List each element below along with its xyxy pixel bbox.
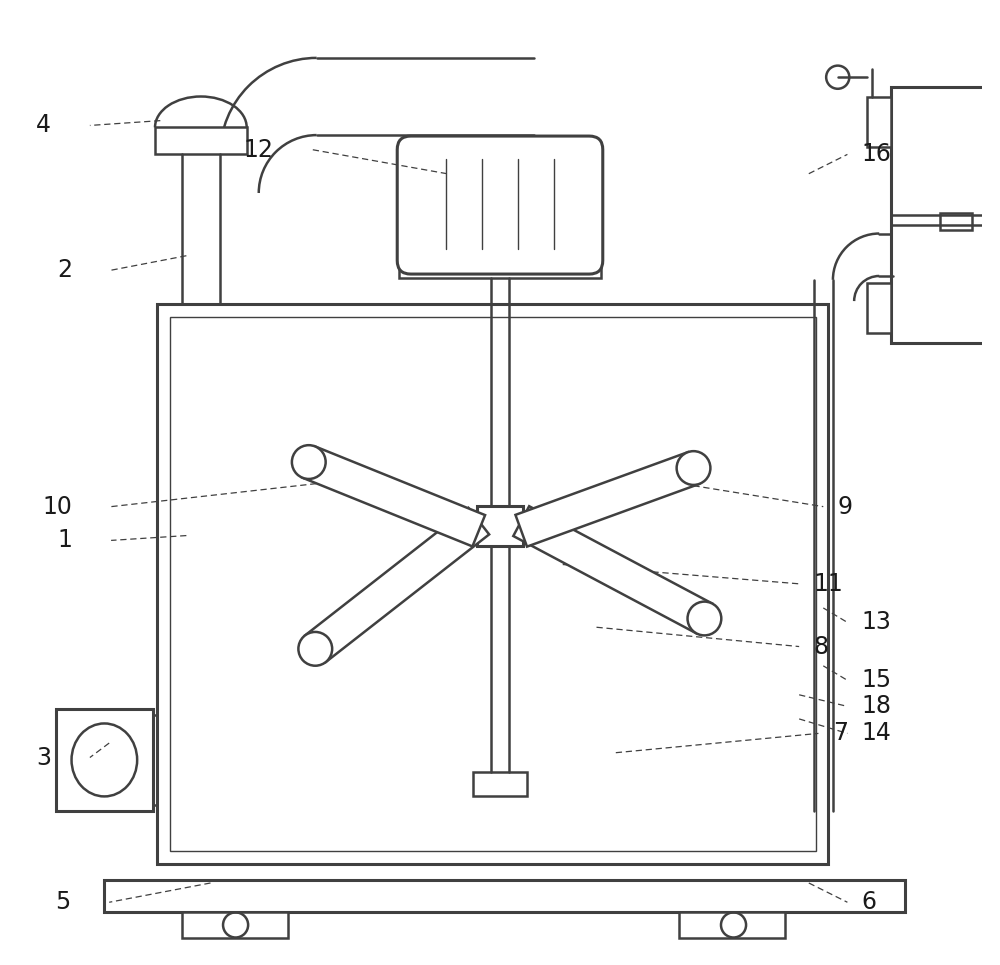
Bar bbox=[182, 912, 288, 938]
Polygon shape bbox=[302, 447, 485, 546]
Text: 2: 2 bbox=[58, 259, 73, 282]
Text: 11: 11 bbox=[814, 572, 843, 595]
Bar bbox=[170, 317, 816, 851]
Text: 18: 18 bbox=[862, 695, 892, 718]
Text: 13: 13 bbox=[862, 611, 892, 634]
FancyBboxPatch shape bbox=[397, 136, 603, 274]
Bar bbox=[477, 506, 523, 546]
Text: 5: 5 bbox=[55, 891, 71, 914]
Text: 6: 6 bbox=[862, 891, 877, 914]
Bar bbox=[473, 772, 527, 796]
Bar bbox=[891, 87, 1000, 343]
Circle shape bbox=[292, 445, 326, 479]
Circle shape bbox=[688, 601, 721, 635]
Polygon shape bbox=[305, 508, 489, 662]
Bar bbox=[399, 261, 601, 278]
Ellipse shape bbox=[72, 724, 137, 796]
Text: 15: 15 bbox=[862, 669, 892, 692]
Text: 14: 14 bbox=[862, 722, 892, 745]
Circle shape bbox=[298, 632, 332, 666]
Polygon shape bbox=[515, 453, 699, 546]
Bar bbox=[157, 304, 828, 864]
Bar bbox=[867, 283, 891, 333]
Bar bbox=[56, 709, 153, 811]
Polygon shape bbox=[513, 507, 712, 633]
Text: 1: 1 bbox=[58, 529, 73, 552]
Text: 3: 3 bbox=[36, 746, 51, 769]
Text: 16: 16 bbox=[862, 143, 892, 166]
Text: 7: 7 bbox=[833, 722, 848, 745]
Bar bbox=[867, 96, 891, 147]
Text: 4: 4 bbox=[36, 114, 51, 137]
Text: 10: 10 bbox=[43, 495, 73, 518]
Text: 12: 12 bbox=[243, 138, 273, 161]
Bar bbox=[940, 213, 972, 231]
Bar bbox=[155, 127, 247, 154]
Text: 8: 8 bbox=[814, 635, 829, 658]
Bar bbox=[104, 880, 905, 912]
Text: 9: 9 bbox=[838, 495, 853, 518]
Bar bbox=[679, 912, 785, 938]
Circle shape bbox=[677, 452, 710, 485]
